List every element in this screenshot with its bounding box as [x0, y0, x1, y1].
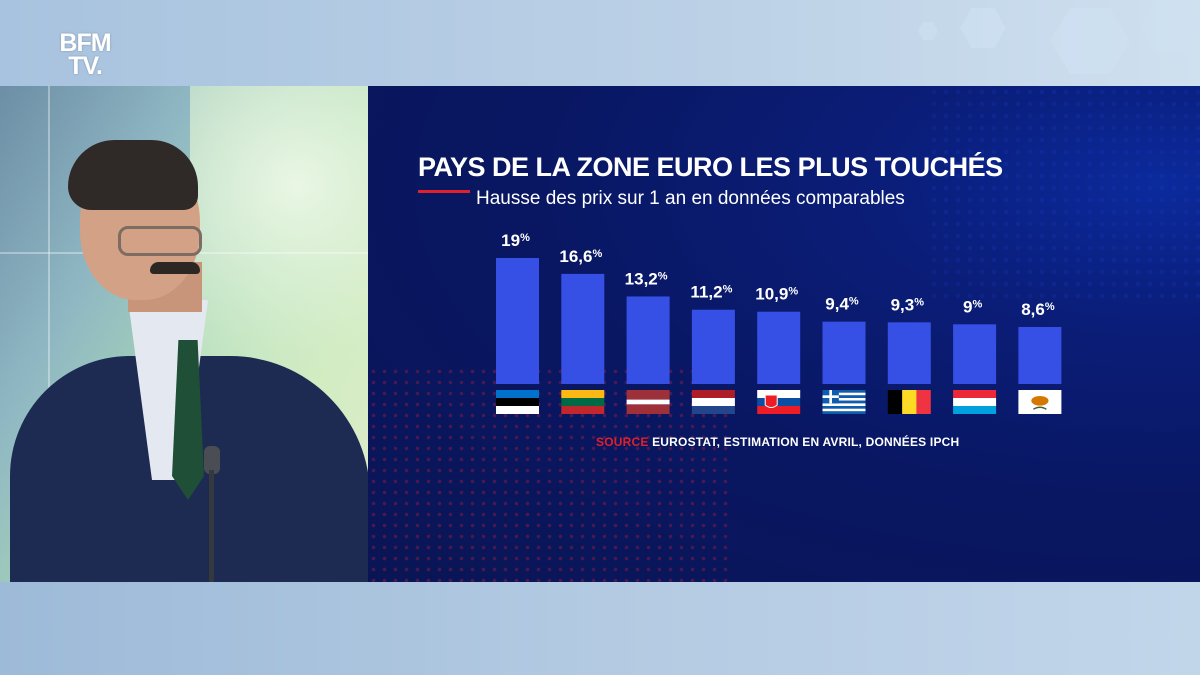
hexagon-decoration — [960, 8, 1006, 48]
chart-source: SOURCE EUROSTAT, ESTIMATION EN AVRIL, DO… — [596, 435, 959, 449]
value-label: 9,4% — [825, 295, 859, 314]
logo-line-2: TV. — [68, 52, 103, 80]
glasses — [118, 226, 202, 256]
greece-flag-icon — [822, 390, 866, 414]
microphone-icon — [204, 446, 220, 474]
source-label: SOURCE — [596, 435, 649, 449]
hexagon-decoration — [918, 22, 938, 40]
value-label: 9,3% — [891, 295, 925, 314]
value-label: 16,6% — [559, 247, 602, 266]
source-text: EUROSTAT, ESTIMATION EN AVRIL, DONNÉES I… — [652, 435, 960, 449]
bar-luxembourg — [953, 324, 997, 384]
title-accent-rule — [418, 190, 470, 193]
studio-grid-line — [48, 86, 50, 582]
luxembourg-flag-icon — [953, 390, 997, 414]
slovakia-flag-icon — [757, 390, 801, 414]
dot-pattern — [928, 86, 1200, 306]
bar-latvia — [626, 296, 670, 384]
microphone-stand — [209, 470, 214, 582]
value-label: 13,2% — [625, 269, 668, 288]
presenter-tie — [172, 340, 204, 500]
estonia-flag-icon — [496, 390, 539, 414]
value-label: 19% — [501, 231, 530, 250]
netherlands-flag-icon — [691, 390, 735, 414]
hexagon-decoration — [1050, 8, 1130, 74]
bar-cyprus — [1018, 326, 1062, 384]
value-label: 10,9% — [755, 285, 798, 304]
bfmtv-logo: BFM TV. — [52, 29, 118, 80]
value-label: 11,2% — [690, 283, 732, 302]
chart-subtitle: Hausse des prix sur 1 an en données comp… — [476, 188, 905, 209]
value-label: 9% — [963, 297, 982, 316]
bar-estonia — [496, 258, 539, 384]
hexagon-decoration — [1140, 0, 1200, 52]
logo-line-1: BFM — [59, 29, 111, 57]
bar-slovakia — [757, 311, 801, 384]
lithuania-flag-icon — [561, 390, 605, 414]
bottom-band — [0, 582, 1200, 675]
bar-lithuania — [561, 273, 605, 384]
latvia-flag-icon — [626, 390, 670, 414]
top-band — [0, 0, 1200, 86]
bar-netherlands — [691, 309, 735, 384]
mustache — [150, 262, 200, 274]
presenter-hair — [68, 140, 198, 210]
bar-chart: 19% 16,6% 13,2% 11,2% 10,9% 9,4% 9,3% 9% 8,6% — [496, 231, 1062, 414]
bar-belgium — [887, 322, 931, 384]
belgium-flag-icon — [887, 390, 931, 414]
cyprus-flag-icon — [1018, 390, 1062, 414]
presenter-camera-view — [0, 86, 368, 582]
bar-greece — [822, 321, 866, 384]
value-label: 8,6% — [1021, 300, 1055, 319]
chart-title: PAYS DE LA ZONE EURO LES PLUS TOUCHÉS — [418, 152, 1003, 182]
